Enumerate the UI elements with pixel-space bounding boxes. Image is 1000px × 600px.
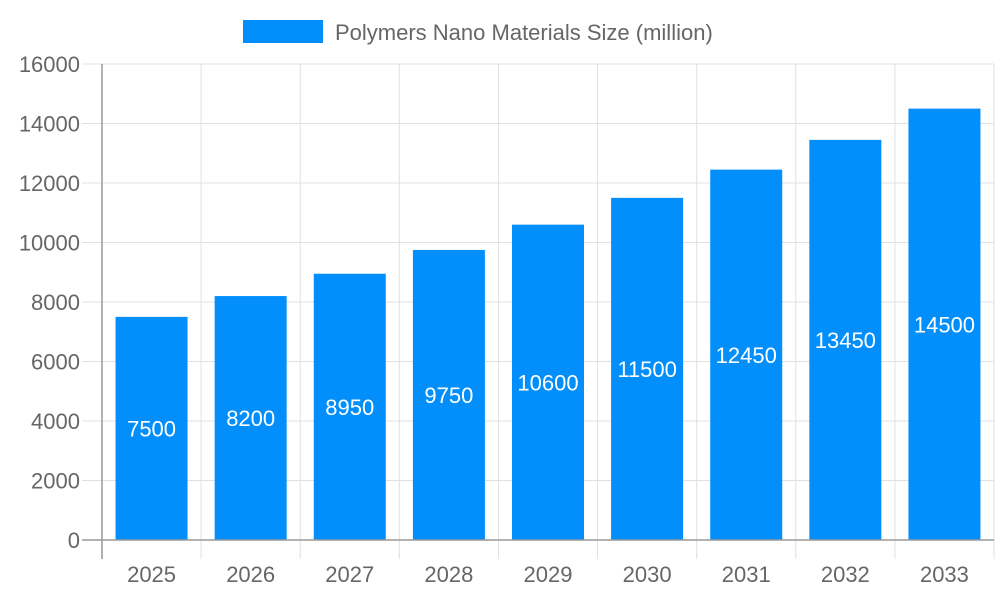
bar-2033 xyxy=(908,108,981,540)
y-tick-label: 14000 xyxy=(19,112,80,137)
x-tick-label: 2026 xyxy=(226,562,275,587)
data-label: 10600 xyxy=(517,370,578,395)
bar-2030 xyxy=(611,197,684,540)
data-label: 12450 xyxy=(716,343,777,368)
bar-2029 xyxy=(512,224,584,540)
data-label: 8950 xyxy=(325,395,374,420)
y-tick-label: 6000 xyxy=(31,350,80,375)
bars: 7500 8200 8950 9750 10600 11500 12450 13450 1450… xyxy=(115,108,981,541)
data-label: 8200 xyxy=(226,406,275,431)
legend[interactable]: Polymers Nano Materials Size (million) xyxy=(243,20,713,45)
x-tick-label: 2032 xyxy=(821,562,870,587)
x-tick-label: 2027 xyxy=(325,562,374,587)
bar-2032 xyxy=(809,139,882,541)
bar-2028 xyxy=(412,249,485,540)
y-tick-label: 16000 xyxy=(19,52,80,77)
x-tick-label: 2030 xyxy=(623,562,672,587)
data-label: 7500 xyxy=(127,416,176,441)
legend-label: Polymers Nano Materials Size (million) xyxy=(335,20,713,45)
data-label: 14500 xyxy=(914,312,975,337)
x-tick-label: 2031 xyxy=(722,562,771,587)
x-tick-label: 2028 xyxy=(424,562,473,587)
x-tick-label: 2033 xyxy=(920,562,969,587)
legend-swatch xyxy=(243,20,323,43)
x-tick-label: 2025 xyxy=(127,562,176,587)
y-tick-label: 8000 xyxy=(31,290,80,315)
x-tick-label: 2029 xyxy=(524,562,573,587)
data-label: 9750 xyxy=(424,383,473,408)
y-tick-label: 12000 xyxy=(19,171,80,196)
bar-2026 xyxy=(214,296,287,540)
y-tick-label: 2000 xyxy=(31,469,80,494)
data-label: 11500 xyxy=(617,357,677,382)
bar-2027 xyxy=(313,273,386,540)
bar-2025 xyxy=(115,316,188,540)
y-tick-label: 4000 xyxy=(31,409,80,434)
y-tick-label: 10000 xyxy=(19,231,80,256)
bar-2031 xyxy=(710,169,783,541)
data-label: 13450 xyxy=(815,328,876,353)
axes: 0 2000 4000 6000 8000 10000 12000 14000 16000 202… xyxy=(19,52,994,587)
y-tick-label: 0 xyxy=(68,528,80,553)
